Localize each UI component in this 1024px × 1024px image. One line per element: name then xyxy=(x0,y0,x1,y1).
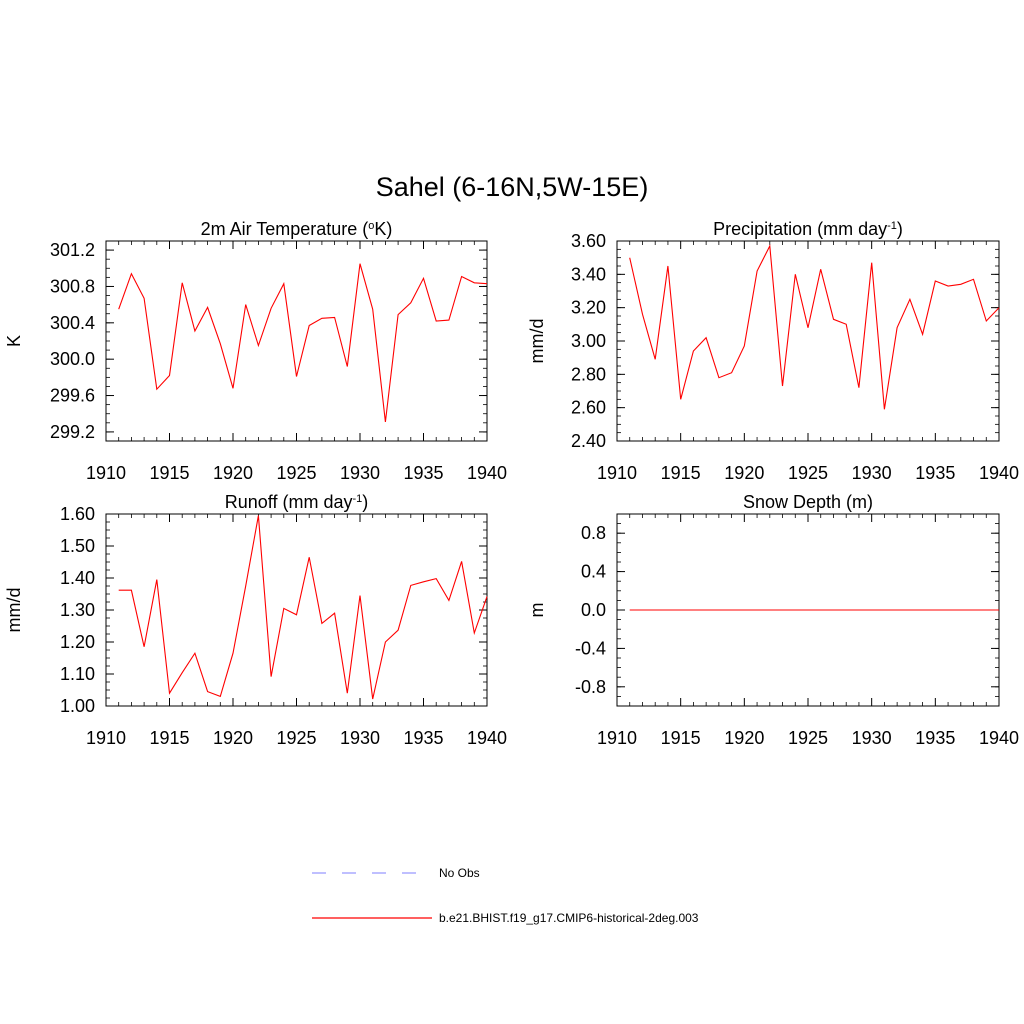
runoff-model-series xyxy=(118,515,488,700)
air-temperature-y-tick-label: 300.8 xyxy=(50,276,95,296)
legend-no-obs-label: No Obs xyxy=(439,866,480,880)
air-temperature-y-tick-label: 299.2 xyxy=(50,422,95,442)
panel-precipitation: 1910 1915 1920 1925 1930 1935 1940 2.40 2.60 2.80… xyxy=(527,219,1019,483)
air-temperature-x-tick-label: 1935 xyxy=(403,463,443,483)
runoff-ylabel: mm/d xyxy=(4,588,24,633)
precipitation-y-tick-label: 3.60 xyxy=(571,231,606,251)
runoff-title: Runoff (mm day-1) xyxy=(225,492,369,512)
precipitation-x-tick-label: 1910 xyxy=(597,463,637,483)
air-temperature-title: 2m Air Temperature (oK) xyxy=(201,219,393,239)
precipitation-frame xyxy=(616,240,1000,442)
runoff-x-tick-label: 1910 xyxy=(86,728,126,748)
precipitation-x-tick-label: 1920 xyxy=(724,463,764,483)
runoff-x-tick-label: 1925 xyxy=(276,728,316,748)
air-temperature-x-tick-label: 1925 xyxy=(276,463,316,483)
precipitation-y-tick-label: 2.60 xyxy=(571,398,606,418)
runoff-y-tick-label: 1.40 xyxy=(60,568,95,588)
snow-depth-x-tick-label: 1940 xyxy=(979,728,1019,748)
main-title: Sahel (6-16N,5W-15E) xyxy=(376,172,649,202)
air-temperature-y-tick-label: 301.2 xyxy=(50,240,95,260)
precipitation-x-tick-label: 1915 xyxy=(661,463,701,483)
runoff-x-tick-label: 1940 xyxy=(467,728,507,748)
panel-runoff: 1910 1915 1920 1925 1930 1935 1940 1.00 1.10 1.20… xyxy=(4,492,507,748)
runoff-y-tick-label: 1.30 xyxy=(60,600,95,620)
air-temperature-y-tick-label: 300.4 xyxy=(50,313,95,333)
runoff-x-tick-label: 1935 xyxy=(403,728,443,748)
precipitation-y-tick-label: 2.80 xyxy=(571,364,606,384)
snow-depth-x-tick-label: 1925 xyxy=(788,728,828,748)
air-temperature-y-tick-label: 300.0 xyxy=(50,349,95,369)
air-temperature-x-tick-label: 1915 xyxy=(149,463,189,483)
precipitation-y-tick-label: 2.40 xyxy=(571,431,606,451)
legend: No Obs b.e21.BHIST.f19_g17.CMIP6-histori… xyxy=(312,866,699,925)
snow-depth-y-tick-label: 0.4 xyxy=(581,562,606,582)
runoff-frame xyxy=(105,513,488,707)
panel-snow-depth: 1910 1915 1920 1925 1930 1935 1940 -0.8 -0.4 0.0 0… xyxy=(527,492,1019,748)
snow-depth-y-tick-label: -0.4 xyxy=(575,638,606,658)
legend-model-label: b.e21.BHIST.f19_g17.CMIP6-historical-2de… xyxy=(439,911,699,925)
precipitation-title: Precipitation (mm day-1) xyxy=(713,219,903,239)
precipitation-model-series xyxy=(629,244,1000,410)
precipitation-x-tick-label: 1925 xyxy=(788,463,828,483)
snow-depth-y-tick-label: -0.8 xyxy=(575,677,606,697)
snow-depth-y-tick-label: 0.0 xyxy=(581,600,606,620)
precipitation-y-tick-label: 3.20 xyxy=(571,298,606,318)
air-temperature-x-tick-label: 1940 xyxy=(467,463,507,483)
precipitation-x-tick-label: 1935 xyxy=(915,463,955,483)
snow-depth-x-tick-label: 1915 xyxy=(661,728,701,748)
precipitation-x-tick-label: 1940 xyxy=(979,463,1019,483)
precipitation-y-tick-label: 3.40 xyxy=(571,264,606,284)
snow-depth-x-tick-label: 1935 xyxy=(915,728,955,748)
runoff-y-tick-label: 1.00 xyxy=(60,696,95,716)
air-temperature-model-series xyxy=(118,263,488,422)
snow-depth-x-tick-label: 1910 xyxy=(597,728,637,748)
air-temperature-frame xyxy=(105,240,488,442)
precipitation-ylabel: mm/d xyxy=(527,319,547,364)
snow-depth-x-tick-label: 1920 xyxy=(724,728,764,748)
air-temperature-x-tick-label: 1930 xyxy=(340,463,380,483)
air-temperature-y-tick-label: 299.6 xyxy=(50,386,95,406)
precipitation-y-tick-label: 3.00 xyxy=(571,331,606,351)
runoff-y-tick-label: 1.20 xyxy=(60,632,95,652)
snow-depth-x-tick-label: 1930 xyxy=(852,728,892,748)
panel-air-temperature: 1910 1915 1920 1925 1930 1935 1940 299.2 299.6 30… xyxy=(4,219,507,483)
precipitation-x-tick-label: 1930 xyxy=(852,463,892,483)
air-temperature-x-tick-label: 1910 xyxy=(86,463,126,483)
runoff-x-tick-label: 1920 xyxy=(213,728,253,748)
runoff-y-tick-label: 1.50 xyxy=(60,536,95,556)
snow-depth-y-tick-label: 0.8 xyxy=(581,523,606,543)
air-temperature-x-tick-label: 1920 xyxy=(213,463,253,483)
runoff-y-tick-label: 1.60 xyxy=(60,504,95,524)
runoff-y-tick-label: 1.10 xyxy=(60,664,95,684)
snow-depth-title: Snow Depth (m) xyxy=(743,492,873,512)
snow-depth-ylabel: m xyxy=(527,603,547,618)
runoff-x-tick-label: 1915 xyxy=(149,728,189,748)
air-temperature-ylabel: K xyxy=(4,335,24,347)
runoff-x-tick-label: 1930 xyxy=(340,728,380,748)
